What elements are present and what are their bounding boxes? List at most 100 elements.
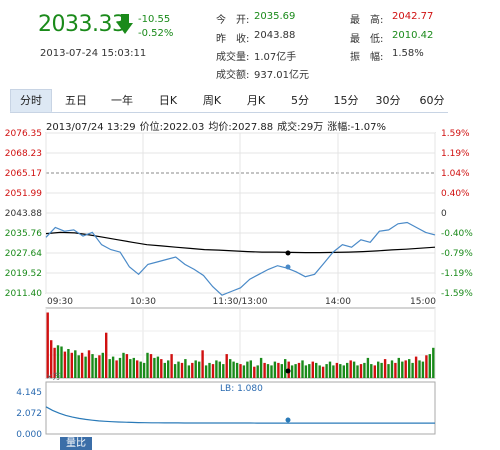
volume-bar [352,361,356,378]
price-tick-label: 2035.76 [5,229,42,239]
volume-bar [311,361,314,378]
volume-bar [50,340,53,378]
tab-30min[interactable]: 30分 [375,94,401,107]
volume-axis-ticks: 4.145 2.072 0.000 [16,388,42,440]
volume-bar [332,365,335,378]
price-line [45,221,436,296]
low-label: 最 低: [350,34,384,45]
volume-bar [80,352,84,378]
time-tick-label: 10:30 [130,297,156,307]
volume-bar [74,350,77,378]
open-label: 今 开: [216,15,250,26]
volume-bar [142,362,146,378]
tab-15min[interactable]: 15分 [333,94,359,107]
pct-tick-label: 1.04% [441,169,470,179]
lb-label: LB: 1.080 [220,384,263,394]
volume-bar [232,361,235,378]
volume-bar [373,365,376,378]
tab-monthly-k[interactable]: 月K [246,94,266,107]
prev-close-value: 2043.88 [254,30,296,41]
volume-bar [132,357,135,378]
volume-bar [290,365,294,378]
volume-bar [187,365,191,378]
volume-unit: ×万 [46,372,61,381]
amplitude-value: 1.58% [392,48,424,59]
volume-bar [98,355,101,378]
volume-bars [46,312,435,378]
volume-bar [225,354,228,378]
time-tick-label: 15:00 [410,297,436,307]
volume-bar [370,364,373,378]
price-tick-label: 2027.64 [5,249,42,259]
volume-bar [191,362,194,378]
tab-weekly-k[interactable]: 周K [202,94,222,107]
volume-bar [105,332,108,378]
tab-5min[interactable]: 5分 [291,94,309,107]
volume-bar [239,364,242,378]
volume-bar [259,357,263,378]
tab-60min[interactable]: 60分 [419,94,445,107]
ratio-marker [285,417,291,423]
volume-bar [325,364,328,378]
price-axis-ticks: 2076.35 2068.23 2065.17 2051.99 2043.88 2035.… [5,129,42,299]
volume-bar [380,362,383,378]
volume-bar [397,357,400,378]
volume-bar [198,361,201,378]
tab-five-day[interactable]: 五日 [65,94,87,107]
tab-daily-k[interactable]: 日K [158,94,178,107]
volume-bar [263,362,266,378]
volume-bar [383,359,387,378]
crosshair-info-bar: 2013/07/24 13:29 价位:2022.03 均价:2027.88 成交:2… [46,118,390,133]
volume-bar [401,361,404,378]
volume-bar [115,360,118,378]
time-axis-ticks: 09:30 10:30 11:30/13:00 14:00 15:00 [47,297,436,307]
volume-bar [122,352,125,378]
volume-bar [46,312,49,378]
volume-bar [215,360,218,378]
volume-ratio-tab[interactable]: 量比 [60,437,92,450]
volume-bar [421,361,425,378]
volume-label: 成交量: [216,52,250,63]
volume-bar [363,362,366,378]
volume-bar [153,357,156,378]
volume-bar [280,364,283,378]
volume-bar [136,360,139,378]
pct-tick-label: 1.19% [441,149,470,159]
volume-bar [91,354,94,378]
volume-bar [349,360,352,378]
price-tick-label: 2065.17 [5,169,42,179]
info-change: 涨幅:-1.07% [327,122,386,133]
price-change-pct: -0.52% [138,28,174,39]
info-volume: 成交:29万 [277,122,324,133]
ratio-tick-label: 0.000 [16,430,42,440]
pct-tick-label: -1.19% [441,269,473,279]
time-tick-label: 11:30/13:00 [213,297,268,307]
volume-bar [56,345,60,378]
volume-bar [266,364,270,378]
volume-bar [218,361,221,378]
volume-bar [249,360,252,378]
pct-axis-ticks: 1.59% 1.19% 1.04% 0.40% 0 -0.40% -0.79% -1.19% -… [441,129,473,299]
volume-bar [204,365,208,378]
volume-bar [346,362,349,378]
tab-one-year[interactable]: 一年 [111,94,133,107]
pct-tick-label: 0 [441,209,447,219]
volume-bar [180,362,184,378]
volume-bar [160,359,163,378]
ratio-tick-label: 2.072 [16,409,42,419]
volume-bar [67,349,70,378]
volume-bar [428,354,431,378]
price-tick-label: 2068.23 [5,149,42,159]
volume-marker [285,368,291,374]
low-value: 2010.42 [392,30,434,41]
average-price-line [45,231,436,254]
volume-bar [108,359,111,378]
volume-bar [177,361,180,378]
volume-bar [77,355,80,378]
tab-intraday[interactable]: 分时 [10,89,52,112]
volume-bar [328,361,332,378]
high-value: 2042.77 [392,11,434,22]
pct-tick-label: -0.79% [441,249,473,259]
volume-bar [208,362,211,378]
